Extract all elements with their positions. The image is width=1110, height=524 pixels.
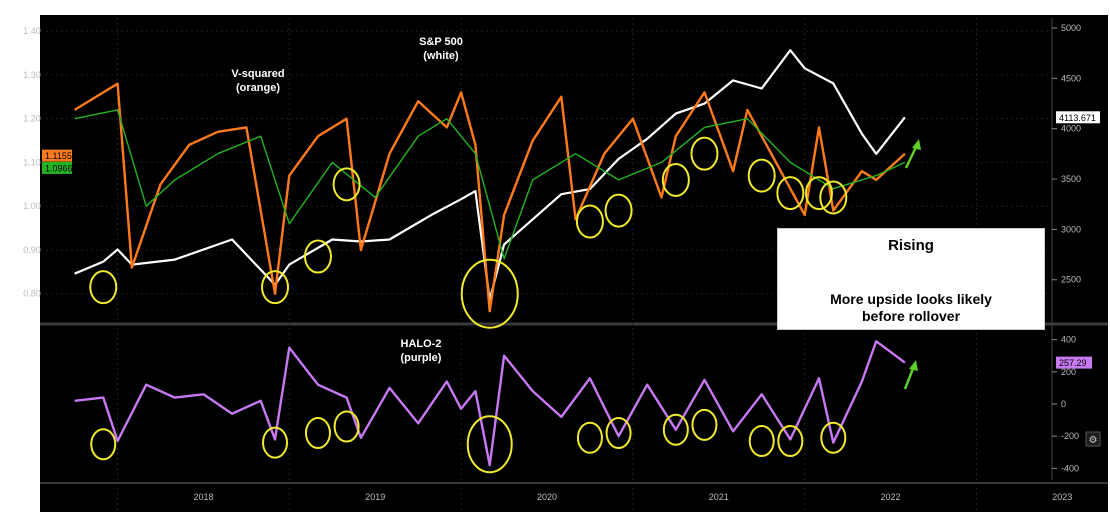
left-green-badge: 1.0966	[45, 163, 73, 173]
highlight-circle	[777, 425, 804, 457]
highlight-circle	[662, 413, 689, 446]
highlight-circle	[466, 415, 513, 474]
highlight-circle	[605, 416, 632, 449]
highlight-circle	[89, 270, 118, 305]
right-tick-label: 2500	[1061, 275, 1081, 285]
lower-tick-label: -200	[1061, 431, 1079, 441]
highlight-circle	[604, 193, 633, 228]
left-tick-label: 0.80	[23, 289, 41, 299]
right-tick-label: 5000	[1061, 23, 1081, 33]
x-tick-label: 2021	[709, 492, 729, 502]
right-white-badge: 4113.671	[1059, 113, 1096, 123]
spx-label-line2: (white)	[423, 50, 459, 62]
right-purple-badge: 257.29	[1059, 358, 1087, 368]
left-tick-label: 1.10	[23, 157, 41, 167]
left-tick-label: 1.30	[23, 70, 41, 80]
right-tick-label: 3000	[1061, 224, 1081, 234]
right-tick-label: 4500	[1061, 73, 1081, 83]
zoom-control-icon[interactable]: ⚙	[1085, 431, 1101, 447]
left-green-badge-bg	[42, 161, 72, 174]
up-arrow-icon	[904, 139, 921, 169]
highlight-circle	[261, 270, 290, 305]
annotations: V-squared (orange) S&P 500 (white) HALO-…	[231, 36, 1101, 447]
lower-tick-label: 0	[1061, 399, 1066, 409]
halo-2-line	[74, 340, 906, 467]
lower-tick-label: 400	[1061, 335, 1076, 345]
x-tick-label: 2018	[193, 492, 213, 502]
highlight-circle	[661, 162, 690, 197]
callout-line2: before rollover	[861, 308, 961, 324]
v-squared-average-line	[74, 109, 906, 260]
highlight-circle	[747, 158, 776, 193]
right-tick-label: 4000	[1061, 124, 1081, 134]
callout-text: More upside looks likely before rollover	[778, 291, 1044, 325]
halo-label-line1: HALO-2	[401, 338, 442, 350]
lower-tick-label: -400	[1061, 463, 1079, 473]
highlight-circle	[804, 176, 833, 211]
highlight-circle	[575, 204, 604, 239]
right-purple-badge-bg	[1056, 356, 1092, 369]
highlight-circle	[332, 167, 361, 202]
highlight-circle	[303, 239, 332, 274]
highlight-circle	[304, 416, 331, 449]
spx-label-line1: S&P 500	[419, 36, 463, 48]
highlight-circle	[691, 408, 718, 441]
highlight-circle	[748, 425, 775, 457]
left-orange-badge-bg	[42, 149, 72, 162]
lower-tick-label: 200	[1061, 367, 1076, 377]
x-tick-label: 2020	[537, 492, 557, 502]
x-tick-label: 2023	[1052, 492, 1072, 502]
callout-title: Rising	[888, 237, 934, 254]
left-tick-label: 1.00	[23, 201, 41, 211]
highlight-circle	[820, 421, 847, 454]
left-tick-label: 1.20	[23, 114, 41, 124]
x-tick-label: 2019	[365, 492, 385, 502]
svg-text:⚙: ⚙	[1089, 435, 1098, 446]
callout-box: Rising More upside looks likely before r…	[777, 228, 1045, 330]
x-tick-label: 2022	[881, 492, 901, 502]
right-tick-label: 3500	[1061, 174, 1081, 184]
highlight-circle	[576, 421, 603, 454]
v-squared-line	[73, 82, 906, 313]
highlight-circle	[690, 136, 719, 171]
callout-line1: More upside looks likely	[830, 291, 992, 307]
highlight-circle	[776, 176, 805, 211]
left-tick-label: 1.40	[23, 26, 41, 36]
highlight-circle	[262, 426, 289, 459]
lower-panel	[74, 340, 906, 474]
vsq-label-line1: V-squared	[231, 68, 284, 80]
sp500-line	[74, 49, 906, 301]
right-white-badge-bg	[1056, 111, 1100, 124]
halo-label-line2: (purple)	[401, 352, 442, 364]
highlight-circle	[333, 410, 360, 443]
axis-ticks: 2018 2019 2020 2021 2022 2023 0.80 0.90 1.00 1.10…	[23, 23, 1100, 502]
up-arrow-icon-lower	[903, 360, 918, 390]
vsq-label-line2: (orange)	[236, 82, 280, 94]
highlight-circle	[819, 180, 848, 215]
highlight-circle	[460, 258, 519, 329]
upper-panel	[73, 49, 906, 329]
left-orange-badge: 1.1155	[45, 151, 72, 161]
highlight-circle	[90, 428, 117, 461]
left-tick-label: 0.90	[23, 245, 41, 255]
